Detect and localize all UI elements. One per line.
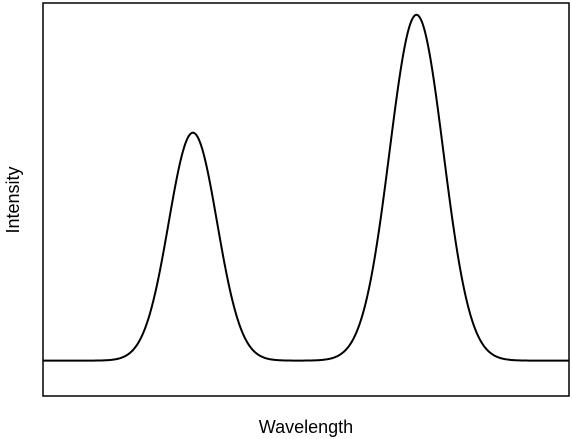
y-axis-label: Intensity bbox=[3, 166, 23, 233]
plot-frame bbox=[42, 2, 570, 397]
series-line-spectrum bbox=[43, 13, 569, 362]
x-axis-label: Wavelength bbox=[259, 417, 353, 437]
